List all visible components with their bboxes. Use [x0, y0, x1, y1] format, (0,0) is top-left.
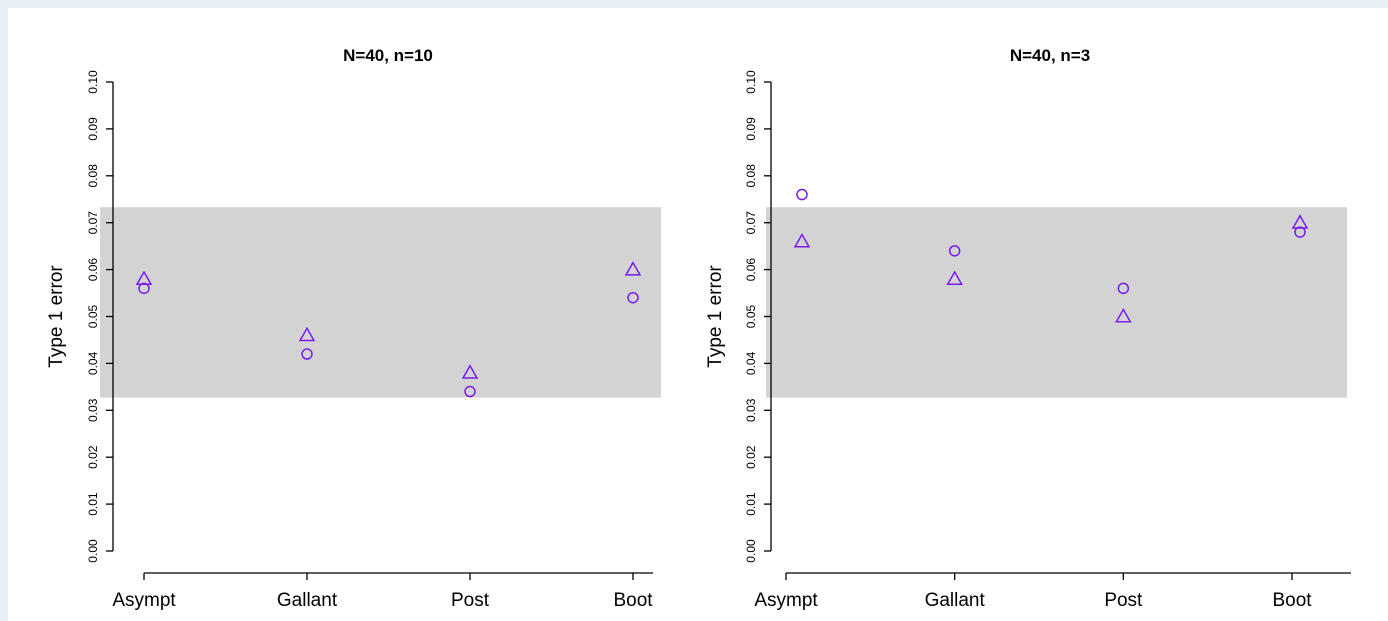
acceptance-band	[766, 207, 1347, 398]
y-tick-label: 0.00	[86, 539, 100, 563]
data-point-triangle	[461, 364, 479, 379]
x-category-label: Post	[451, 590, 490, 611]
y-axis-label: Type 1 error	[705, 265, 726, 368]
data-point-circle	[796, 188, 808, 201]
data-point-circle	[627, 291, 639, 304]
y-tick-label: 0.04	[86, 351, 100, 375]
x-category-label: Asympt	[754, 590, 818, 611]
y-axis-label: Type 1 error	[46, 265, 67, 368]
y-tick-label: 0.04	[744, 351, 758, 375]
data-point-triangle	[946, 270, 963, 285]
y-tick-label: 0.01	[86, 492, 100, 516]
y-tick-label: 0.07	[744, 211, 758, 235]
data-point-circle	[1294, 226, 1306, 238]
x-category-label: Post	[1104, 590, 1143, 611]
y-tick-label: 0.06	[744, 258, 758, 282]
y-tick-label: 0.08	[86, 164, 100, 188]
x-category-label: Asympt	[112, 590, 176, 611]
data-point-triangle	[793, 232, 811, 248]
y-tick-label: 0.02	[744, 445, 758, 469]
x-category-label: Gallant	[925, 590, 986, 611]
data-point-circle	[948, 245, 961, 257]
data-point-circle	[138, 282, 150, 295]
data-point-triangle	[298, 326, 316, 342]
data-point-triangle	[1115, 307, 1132, 323]
y-tick-label: 0.03	[744, 398, 758, 422]
y-tick-label: 0.07	[86, 211, 100, 235]
data-point-triangle	[624, 261, 642, 276]
y-tick-label: 0.09	[744, 117, 758, 141]
figure-canvas: 0.00 0.01 0.02 0.03 0.04 0.05 0.06 0.07 0.08 0.09…	[46, 46, 1351, 611]
x-category-label: Boot	[613, 590, 653, 611]
acceptance-band	[100, 207, 661, 398]
y-tick-label: 0.05	[86, 304, 100, 328]
x-category-label: Boot	[1272, 590, 1312, 611]
data-point-circle	[464, 385, 476, 398]
y-tick-label: 0.06	[86, 258, 100, 282]
y-tick-label: 0.05	[744, 304, 758, 328]
y-tick-label: 0.01	[744, 492, 758, 516]
chart-title: N=40, n=3	[1010, 46, 1090, 65]
y-tick-label: 0.08	[744, 164, 758, 188]
figure: 0.00 0.01 0.02 0.03 0.04 0.05 0.06 0.07 0.08 0.09…	[8, 8, 1388, 621]
y-tick-label: 0.10	[744, 70, 758, 94]
x-category-label: Gallant	[277, 590, 338, 611]
y-tick-label: 0.09	[86, 117, 100, 141]
data-point-triangle	[1291, 214, 1309, 229]
data-point-triangle	[135, 270, 153, 285]
chart-title: N=40, n=10	[343, 46, 433, 65]
data-point-circle	[1117, 282, 1130, 295]
y-tick-label: 0.00	[744, 539, 758, 563]
y-tick-label: 0.03	[86, 398, 100, 422]
y-tick-label: 0.02	[86, 445, 100, 469]
y-tick-label: 0.10	[86, 70, 100, 94]
data-point-circle	[301, 348, 313, 360]
chart-panel-2: 0.00 0.01 0.02 0.03 0.04 0.05 0.06 0.07 0.08 0.09…	[705, 46, 1351, 611]
chart-panel-1: 0.00 0.01 0.02 0.03 0.04 0.05 0.06 0.07 0.08 0.09…	[46, 46, 661, 611]
